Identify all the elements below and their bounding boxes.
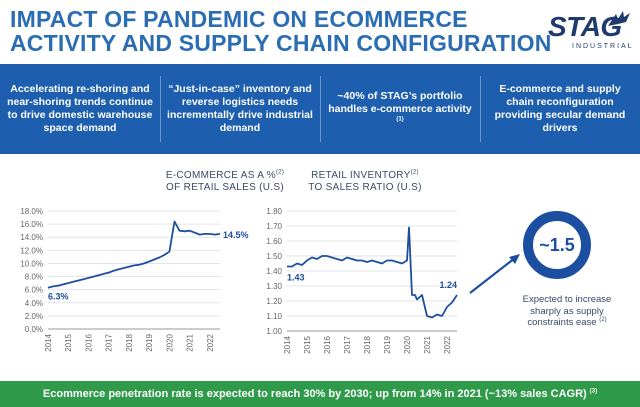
y-tick-label: 2.0% [25, 312, 43, 321]
footnote-marker: (1) [396, 116, 404, 122]
footer-banner: Ecommerce penetration rate is expected t… [0, 381, 640, 407]
x-tick-label: 2015 [64, 333, 73, 351]
x-tick-label: 2016 [323, 335, 332, 353]
inventory-ratio-chart: 1.00 1.10 1.20 1.30 1.40 1.50 1.60 1.70 1.80 2014… [266, 207, 458, 354]
x-tick-label: 2019 [145, 333, 154, 351]
projection-ring: ~1.5 [523, 211, 591, 279]
page-title-line1: IMPACT OF PANDEMIC ON ECOMMERCE [10, 6, 468, 32]
y-tick-label: 16.0% [20, 220, 43, 229]
banner-panel-text: E-commerce and supply chain reconfigurat… [494, 83, 626, 134]
y-tick-label: 0.0% [25, 325, 43, 334]
y-tick-label: 1.60 [266, 237, 282, 246]
x-tick-label: 2021 [423, 335, 432, 353]
banner-panel-inventory: “Just-in-case” inventory and reverse log… [160, 64, 320, 154]
footer-text: Ecommerce penetration rate is expected t… [42, 388, 598, 400]
y-tick-label: 1.30 [266, 282, 282, 291]
footnote-marker: (2) [599, 316, 607, 323]
banner-panel-text: “Just-in-case” inventory and reverse log… [167, 83, 313, 134]
y-tick-label: 1.20 [266, 297, 282, 306]
banner-panel-text: Accelerating re-shoring and near-shoring… [7, 83, 153, 134]
projection-value: ~1.5 [539, 234, 575, 255]
logo-subtitle: INDUSTRIAL [572, 43, 634, 50]
x-tick-label: 2018 [363, 335, 372, 353]
callout-arrow [469, 254, 520, 294]
x-tick-label: 2019 [383, 335, 392, 353]
y-tick-label: 12.0% [20, 246, 43, 255]
y-tick-label: 1.70 [266, 222, 282, 231]
banner-panel-demand-drivers: E-commerce and supply chain reconfigurat… [480, 64, 640, 154]
projection-note: Expected to increase sharply as supply c… [522, 294, 612, 328]
footnote-marker: (2) [275, 169, 285, 176]
page-title-line2: ACTIVITY AND SUPPLY CHAIN CONFIGURATION [10, 30, 552, 56]
banner-panel-text: ~40% of STAG’s portfolio handles e-comme… [328, 89, 472, 123]
series-line [47, 220, 221, 289]
ecommerce-share-chart: 0.0% 2.0% 4.0% 6.0% 8.0% 10.0% 12.0% 14.0% 16.0%… [20, 207, 249, 352]
footnote-marker: (3) [589, 388, 598, 395]
highlights-banner: Accelerating re-shoring and near-shoring… [0, 64, 640, 154]
data-label: 1.24 [439, 280, 457, 290]
x-tick-label: 2022 [443, 335, 452, 353]
data-label: 6.3% [48, 292, 69, 302]
banner-panel-portfolio: ~40% of STAG’s portfolio handles e-comme… [320, 64, 480, 154]
y-tick-label: 1.40 [266, 267, 282, 276]
data-label: 14.5% [223, 230, 249, 240]
page-title: IMPACT OF PANDEMIC ON ECOMMERCE ACTIVITY… [10, 6, 552, 56]
x-tick-label: 2015 [303, 335, 312, 353]
x-tick-label: 2014 [283, 335, 292, 353]
x-tick-label: 2017 [105, 333, 114, 351]
y-tick-label: 1.00 [266, 327, 282, 336]
stag-horn-icon [608, 11, 630, 26]
series-line [287, 226, 458, 319]
y-tick-label: 14.0% [20, 233, 43, 242]
data-label: 1.43 [287, 273, 305, 283]
x-tick-label: 2018 [125, 333, 134, 351]
x-tick-label: 2020 [403, 335, 412, 353]
y-tick-label: 6.0% [25, 286, 43, 295]
x-tick-label: 2017 [343, 335, 352, 353]
logo-wordmark: STAG [548, 11, 622, 42]
x-tick-label: 2014 [44, 333, 53, 351]
x-tick-label: 2020 [165, 333, 174, 351]
y-tick-label: 1.10 [266, 312, 282, 321]
x-tick-label: 2021 [186, 333, 195, 351]
inventory-chart-title: RETAIL INVENTORY(2) TO SALES RATIO (U.S) [308, 169, 422, 193]
banner-panel-reshoring: Accelerating re-shoring and near-shoring… [0, 64, 160, 154]
stag-logo: STAG INDUSTRIAL [548, 11, 634, 54]
footnote-marker: (2) [410, 169, 419, 176]
ecommerce-chart-title: E-COMMERCE AS A %(2) OF RETAIL SALES (U.… [165, 169, 285, 193]
x-tick-label: 2016 [84, 333, 93, 351]
y-tick-label: 1.50 [266, 252, 282, 261]
y-tick-label: 18.0% [20, 207, 43, 216]
y-tick-label: 8.0% [25, 273, 43, 282]
x-tick-label: 2022 [206, 333, 215, 351]
y-tick-label: 1.80 [266, 207, 282, 216]
y-tick-label: 4.0% [25, 299, 43, 308]
y-tick-label: 10.0% [20, 259, 43, 268]
